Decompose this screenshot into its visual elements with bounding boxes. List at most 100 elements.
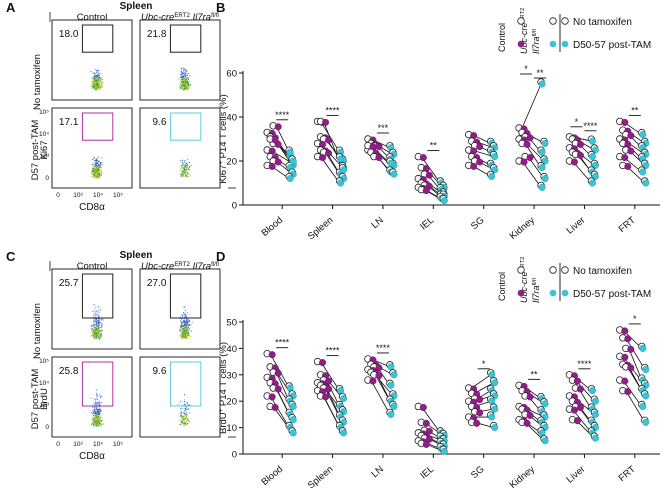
flow-dot <box>91 86 93 88</box>
flow-dot <box>93 304 95 306</box>
flow-dot <box>95 334 97 336</box>
flow-dot <box>98 307 100 309</box>
flow-dot <box>97 168 99 170</box>
ubc-point <box>573 417 581 425</box>
flow-dot <box>98 77 100 79</box>
flow-dot <box>186 163 188 165</box>
ubc-point <box>369 377 377 385</box>
flow-dot <box>185 337 187 339</box>
y-tick-label: 10⁴ <box>39 380 49 387</box>
flow-dot <box>98 418 100 421</box>
flow-dot <box>97 80 99 83</box>
flow-dot <box>180 336 182 338</box>
flow-dot <box>180 86 182 88</box>
flow-dot <box>95 407 97 409</box>
flow-dot <box>184 410 186 412</box>
flow-dot <box>96 415 98 417</box>
tissue-label: Spleen <box>120 250 153 261</box>
ubc-point <box>523 419 531 427</box>
flow-dot <box>94 404 96 406</box>
flow-dot <box>95 420 97 422</box>
flow-dot <box>100 89 102 91</box>
gate-box <box>169 112 202 141</box>
flow-dot <box>95 416 97 418</box>
flow-dot <box>189 86 191 88</box>
flow-dot <box>183 324 185 326</box>
legend-cyan-circle <box>561 289 569 297</box>
column-label-control: Control <box>77 261 108 272</box>
flow-dot <box>97 316 100 318</box>
flow-dot <box>98 403 100 405</box>
flow-dot <box>183 394 186 396</box>
flow-dot <box>184 87 186 89</box>
flow-dot <box>96 159 98 161</box>
flow-dot <box>91 422 93 424</box>
ubc-point <box>526 154 534 162</box>
pair-line <box>521 83 542 129</box>
post-tam-point <box>491 379 499 387</box>
flow-dot <box>179 419 181 421</box>
ubc-point <box>375 154 383 162</box>
post-tam-point <box>642 161 650 169</box>
flow-dot <box>188 320 191 322</box>
significance-stars: * <box>524 64 528 74</box>
flow-dot <box>186 413 188 415</box>
post-tam-point <box>541 175 549 183</box>
flow-dot <box>94 84 97 86</box>
post-tam-point <box>289 429 297 437</box>
flow-dot <box>182 419 184 421</box>
flow-dot <box>100 336 102 338</box>
gate-percentage: 18.0 <box>59 29 79 40</box>
flow-dot <box>93 404 95 406</box>
flow-dot <box>99 414 101 416</box>
gate-percentage: 17.1 <box>59 117 79 128</box>
flow-dot <box>188 84 190 86</box>
post-tam-point <box>591 172 599 180</box>
flow-dot <box>181 313 183 316</box>
flow-dot <box>185 164 187 166</box>
flow-dot <box>92 85 94 87</box>
legend-no-tam-circle <box>549 266 557 274</box>
flow-dot <box>93 168 95 170</box>
flow-dot <box>96 398 99 400</box>
flow-dot <box>181 330 183 332</box>
flow-dot <box>97 311 99 313</box>
legend-no-tam-label: No tamoxifen <box>573 17 632 28</box>
flow-dot <box>184 337 186 339</box>
flow-dot <box>189 75 191 77</box>
flow-dot <box>93 328 95 330</box>
flow-dot <box>92 420 95 422</box>
flow-dot <box>98 167 100 169</box>
flow-dot <box>100 425 102 427</box>
flow-dot <box>96 79 98 81</box>
flow-dot <box>92 415 94 417</box>
flow-dot <box>92 325 94 327</box>
flow-dot <box>182 84 184 86</box>
ubc-point <box>476 143 484 151</box>
flow-dot <box>183 166 185 168</box>
flow-dot <box>97 166 99 168</box>
flow-dot <box>95 159 97 161</box>
flow-dot <box>96 331 98 333</box>
ubc-point <box>570 158 578 166</box>
flow-dot <box>181 169 183 171</box>
flow-dot <box>100 397 102 399</box>
flow-dot <box>96 324 98 326</box>
flow-dot <box>97 170 99 172</box>
flow-dot <box>185 322 187 324</box>
ubc-point <box>319 359 327 367</box>
flow-dot <box>182 312 185 314</box>
flow-dot <box>185 421 187 423</box>
post-tam-point <box>337 155 345 163</box>
flow-dot <box>181 76 183 78</box>
ubc-point <box>274 123 282 131</box>
category-label: Liver <box>565 215 588 237</box>
flow-dot <box>180 411 182 413</box>
post-tam-point <box>340 395 348 403</box>
flow-dot <box>179 330 181 332</box>
flow-dot <box>91 80 93 82</box>
flow-dot <box>179 160 181 162</box>
x-tick-label: 10⁴ <box>93 192 103 199</box>
flow-dot <box>188 319 190 321</box>
